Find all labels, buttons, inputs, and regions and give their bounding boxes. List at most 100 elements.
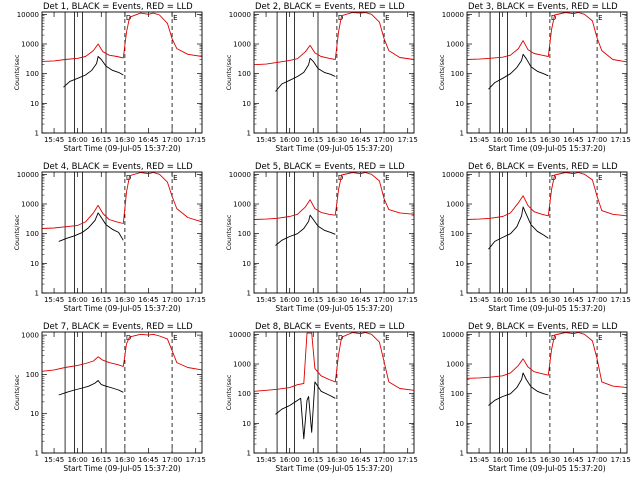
x-tick-label: 16:30 bbox=[115, 296, 135, 304]
events-series-line bbox=[58, 212, 124, 242]
x-axis-label: Start Time (09-Jul-05 15:37:20) bbox=[275, 304, 392, 313]
plot-frame bbox=[253, 11, 415, 134]
marker-label: E bbox=[173, 334, 177, 342]
x-tick-label: 17:15 bbox=[186, 456, 206, 464]
y-tick-label: 1 bbox=[35, 450, 39, 458]
marker-label: E bbox=[173, 174, 177, 182]
x-tick-label: 16:00 bbox=[493, 296, 513, 304]
events-series-line bbox=[63, 56, 124, 88]
panel-title: Det 9, BLACK = Events, RED = LLD bbox=[468, 322, 618, 332]
y-tick-label: 1000 bbox=[233, 41, 251, 49]
y-tick-label: 1000 bbox=[446, 361, 464, 369]
lld-series-line bbox=[42, 333, 202, 372]
x-tick-label: 16:45 bbox=[563, 296, 583, 304]
y-tick-label: 10 bbox=[455, 260, 464, 268]
x-tick-label: 17:15 bbox=[398, 136, 418, 144]
x-tick-label: 15:45 bbox=[469, 456, 489, 464]
x-tick-label: 15:45 bbox=[44, 456, 64, 464]
x-tick-label: 17:00 bbox=[374, 456, 394, 464]
x-tick-label: 16:30 bbox=[115, 136, 135, 144]
y-tick-label: 1 bbox=[35, 130, 39, 138]
plot-frame bbox=[466, 11, 628, 134]
events-series-line bbox=[275, 57, 336, 92]
x-tick-label: 16:30 bbox=[327, 456, 347, 464]
y-axis-label: Counts/sec bbox=[225, 54, 233, 90]
x-tick-label: 16:45 bbox=[138, 136, 158, 144]
y-tick-label: 1 bbox=[460, 290, 464, 298]
y-tick-label: 1000 bbox=[446, 41, 464, 49]
x-tick-label: 15:45 bbox=[469, 136, 489, 144]
y-tick-label: 100 bbox=[451, 70, 464, 78]
y-axis-label: Counts/sec bbox=[438, 214, 446, 250]
lld-series-line bbox=[467, 172, 627, 220]
y-tick-label: 10 bbox=[242, 260, 251, 268]
x-tick-label: 16:30 bbox=[540, 296, 560, 304]
marker-label: E bbox=[598, 174, 602, 182]
x-tick-label: 16:15 bbox=[91, 296, 111, 304]
x-tick-label: 16:15 bbox=[516, 456, 536, 464]
plot-frame bbox=[466, 171, 628, 294]
y-tick-label: 1 bbox=[247, 450, 251, 458]
y-tick-label: 10 bbox=[30, 410, 39, 418]
lld-series-line bbox=[467, 12, 627, 63]
y-tick-label: 10000 bbox=[442, 11, 464, 19]
x-axis-label: Start Time (09-Jul-05 15:37:20) bbox=[63, 464, 180, 473]
x-tick-label: 16:00 bbox=[68, 296, 88, 304]
marker-label: E bbox=[385, 174, 389, 182]
x-tick-label: 16:00 bbox=[280, 296, 300, 304]
x-tick-label: 15:45 bbox=[256, 456, 276, 464]
marker-label: D bbox=[126, 334, 131, 342]
detector-panel: Det 1, BLACK = Events, RED = LLD 1 10 100 10… bbox=[13, 2, 206, 153]
x-axis-label: Start Time (09-Jul-05 15:37:20) bbox=[488, 464, 605, 473]
marker-label: D bbox=[126, 14, 131, 22]
x-tick-label: 15:45 bbox=[44, 136, 64, 144]
x-tick-label: 16:30 bbox=[327, 136, 347, 144]
x-tick-label: 17:00 bbox=[162, 296, 182, 304]
x-tick-label: 17:00 bbox=[374, 136, 394, 144]
marker-label: D bbox=[338, 334, 343, 342]
marker-label: E bbox=[173, 14, 177, 22]
detector-panel: Det 9, BLACK = Events, RED = LLD 1 10 100 10… bbox=[438, 322, 631, 473]
x-tick-label: 16:00 bbox=[68, 136, 88, 144]
plot-frame bbox=[466, 331, 628, 454]
marker-label: E bbox=[385, 14, 389, 22]
y-tick-label: 100 bbox=[26, 70, 39, 78]
x-tick-label: 17:15 bbox=[611, 296, 631, 304]
detector-panel: Det 8, BLACK = Events, RED = LLD 1 10 100 10… bbox=[225, 322, 418, 473]
x-tick-label: 17:00 bbox=[162, 136, 182, 144]
events-series-line bbox=[488, 372, 549, 406]
x-tick-label: 17:00 bbox=[587, 456, 607, 464]
x-axis-label: Start Time (09-Jul-05 15:37:20) bbox=[488, 144, 605, 153]
x-tick-label: 16:15 bbox=[516, 136, 536, 144]
x-tick-label: 16:45 bbox=[563, 136, 583, 144]
y-tick-label: 10 bbox=[30, 260, 39, 268]
lld-series-line bbox=[42, 12, 202, 62]
plot-frame bbox=[41, 171, 203, 294]
y-axis-label: Counts/sec bbox=[225, 374, 233, 410]
y-tick-label: 1 bbox=[247, 290, 251, 298]
x-tick-label: 16:00 bbox=[280, 456, 300, 464]
marker-label: E bbox=[385, 334, 389, 342]
x-tick-label: 16:30 bbox=[540, 136, 560, 144]
x-tick-label: 16:15 bbox=[516, 296, 536, 304]
y-tick-label: 10 bbox=[455, 420, 464, 428]
y-tick-label: 1000 bbox=[446, 201, 464, 209]
y-tick-label: 1 bbox=[247, 130, 251, 138]
lld-series-line bbox=[254, 172, 414, 220]
y-tick-label: 100 bbox=[238, 70, 251, 78]
x-tick-label: 17:00 bbox=[587, 136, 607, 144]
x-tick-label: 16:00 bbox=[493, 456, 513, 464]
x-tick-label: 16:30 bbox=[327, 296, 347, 304]
x-tick-label: 17:00 bbox=[162, 456, 182, 464]
detector-panel: Det 5, BLACK = Events, RED = LLD 1 10 100 10… bbox=[225, 162, 418, 313]
x-tick-label: 16:00 bbox=[280, 136, 300, 144]
y-tick-label: 100 bbox=[26, 371, 39, 379]
y-tick-label: 1000 bbox=[21, 332, 39, 340]
x-tick-label: 16:15 bbox=[91, 136, 111, 144]
x-tick-label: 16:45 bbox=[563, 456, 583, 464]
detector-panel: Det 3, BLACK = Events, RED = LLD 1 10 100 10… bbox=[438, 2, 631, 153]
events-series-line bbox=[58, 380, 124, 396]
y-axis-label: Counts/sec bbox=[13, 214, 21, 250]
marker-label: E bbox=[598, 334, 602, 342]
x-tick-label: 15:45 bbox=[256, 296, 276, 304]
